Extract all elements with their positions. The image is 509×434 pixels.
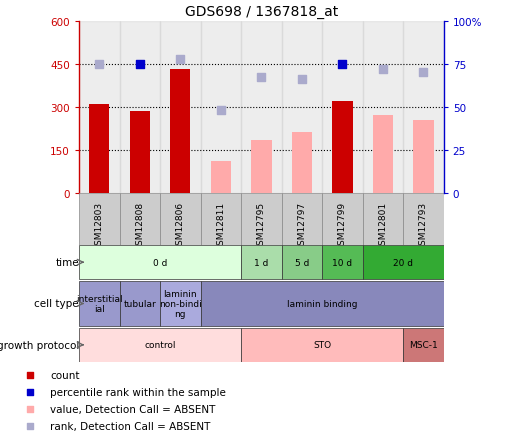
Bar — [160, 193, 200, 245]
Point — [257, 75, 265, 82]
Bar — [362, 246, 443, 279]
Bar — [170, 70, 190, 193]
Bar — [241, 22, 281, 193]
Text: laminin
non-bindi
ng: laminin non-bindi ng — [159, 289, 202, 319]
Text: GSM12799: GSM12799 — [337, 201, 346, 250]
Bar — [403, 22, 443, 193]
Text: GSM12795: GSM12795 — [257, 201, 265, 250]
Bar — [372, 116, 392, 193]
Bar — [160, 22, 200, 193]
Bar — [291, 133, 312, 193]
Bar — [89, 105, 109, 193]
Bar — [79, 246, 241, 279]
Bar — [119, 193, 160, 245]
Bar — [241, 246, 281, 279]
Point — [378, 66, 386, 73]
Bar — [200, 193, 241, 245]
Bar — [79, 22, 119, 193]
Text: GSM12793: GSM12793 — [418, 201, 427, 250]
Text: tubular: tubular — [123, 299, 156, 308]
Text: cell type: cell type — [35, 299, 79, 309]
Bar — [241, 329, 403, 362]
Text: rank, Detection Call = ABSENT: rank, Detection Call = ABSENT — [50, 421, 210, 431]
Bar — [210, 162, 231, 193]
Text: GSM12797: GSM12797 — [297, 201, 306, 250]
Text: GSM12803: GSM12803 — [95, 201, 104, 250]
Point — [216, 107, 224, 114]
Bar — [281, 193, 322, 245]
Title: GDS698 / 1367818_at: GDS698 / 1367818_at — [184, 5, 337, 19]
Text: growth protocol: growth protocol — [0, 340, 79, 350]
Point — [418, 69, 427, 76]
Text: time: time — [55, 258, 79, 267]
Text: value, Detection Call = ABSENT: value, Detection Call = ABSENT — [50, 404, 215, 414]
Point — [135, 61, 144, 68]
Bar — [322, 193, 362, 245]
Bar — [362, 22, 403, 193]
Bar — [119, 281, 160, 327]
Bar — [322, 22, 362, 193]
Text: GSM12806: GSM12806 — [176, 201, 184, 250]
Bar — [281, 246, 322, 279]
Text: 1 d: 1 d — [253, 258, 268, 267]
Text: GSM12811: GSM12811 — [216, 201, 225, 250]
Bar — [281, 22, 322, 193]
Bar — [200, 281, 443, 327]
Bar — [403, 193, 443, 245]
Bar — [322, 246, 362, 279]
Point — [437, 320, 445, 327]
Bar — [412, 120, 433, 193]
Bar — [251, 140, 271, 193]
Text: percentile rank within the sample: percentile rank within the sample — [50, 387, 225, 397]
Point — [297, 76, 305, 83]
Text: GSM12801: GSM12801 — [378, 201, 387, 250]
Bar — [129, 112, 150, 193]
Text: 0 d: 0 d — [153, 258, 167, 267]
Bar — [241, 193, 281, 245]
Text: 20 d: 20 d — [392, 258, 412, 267]
Point — [437, 15, 445, 22]
Text: MSC-1: MSC-1 — [408, 341, 437, 349]
Point — [437, 168, 445, 174]
Point — [95, 61, 103, 68]
Point — [176, 56, 184, 63]
Text: STO: STO — [313, 341, 330, 349]
Bar — [403, 329, 443, 362]
Bar — [79, 329, 241, 362]
Text: count: count — [50, 370, 79, 380]
Bar — [119, 22, 160, 193]
Bar — [160, 281, 200, 327]
Bar — [79, 193, 119, 245]
Bar — [332, 102, 352, 193]
Text: GSM12808: GSM12808 — [135, 201, 144, 250]
Bar — [79, 281, 119, 327]
Bar — [200, 22, 241, 193]
Point — [337, 61, 346, 68]
Text: interstitial
ial: interstitial ial — [76, 294, 122, 313]
Text: control: control — [144, 341, 176, 349]
Text: laminin binding: laminin binding — [287, 299, 357, 308]
Text: 5 d: 5 d — [294, 258, 308, 267]
Bar — [362, 193, 403, 245]
Text: 10 d: 10 d — [332, 258, 352, 267]
